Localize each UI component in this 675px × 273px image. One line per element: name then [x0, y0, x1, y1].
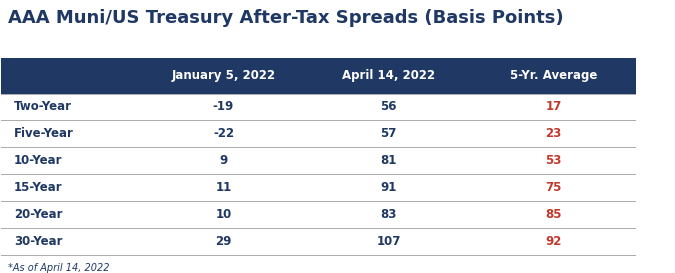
Text: 91: 91	[380, 181, 397, 194]
Text: 11: 11	[215, 181, 232, 194]
Text: 15-Year: 15-Year	[14, 181, 63, 194]
Text: 57: 57	[380, 127, 397, 140]
Text: 20-Year: 20-Year	[14, 208, 63, 221]
Text: 17: 17	[545, 100, 562, 114]
Text: 30-Year: 30-Year	[14, 235, 63, 248]
Text: 83: 83	[380, 208, 397, 221]
Text: Two-Year: Two-Year	[14, 100, 72, 114]
Text: 75: 75	[545, 181, 562, 194]
Text: 92: 92	[545, 235, 562, 248]
Text: 29: 29	[215, 235, 232, 248]
Text: -19: -19	[213, 100, 234, 114]
FancyBboxPatch shape	[1, 58, 636, 94]
Text: *As of April 14, 2022: *As of April 14, 2022	[7, 263, 109, 272]
Text: AAA Muni/US Treasury After-Tax Spreads (Basis Points): AAA Muni/US Treasury After-Tax Spreads (…	[7, 9, 564, 27]
Text: 56: 56	[380, 100, 397, 114]
Text: 85: 85	[545, 208, 562, 221]
Text: 10-Year: 10-Year	[14, 154, 63, 167]
Text: 10: 10	[215, 208, 232, 221]
Text: 5-Yr. Average: 5-Yr. Average	[510, 69, 597, 82]
Text: 81: 81	[380, 154, 397, 167]
Text: 23: 23	[545, 127, 562, 140]
Text: January 5, 2022: January 5, 2022	[171, 69, 275, 82]
Text: 107: 107	[376, 235, 401, 248]
Text: -22: -22	[213, 127, 234, 140]
Text: Five-Year: Five-Year	[14, 127, 74, 140]
Text: 9: 9	[219, 154, 227, 167]
Text: 53: 53	[545, 154, 562, 167]
Text: April 14, 2022: April 14, 2022	[342, 69, 435, 82]
